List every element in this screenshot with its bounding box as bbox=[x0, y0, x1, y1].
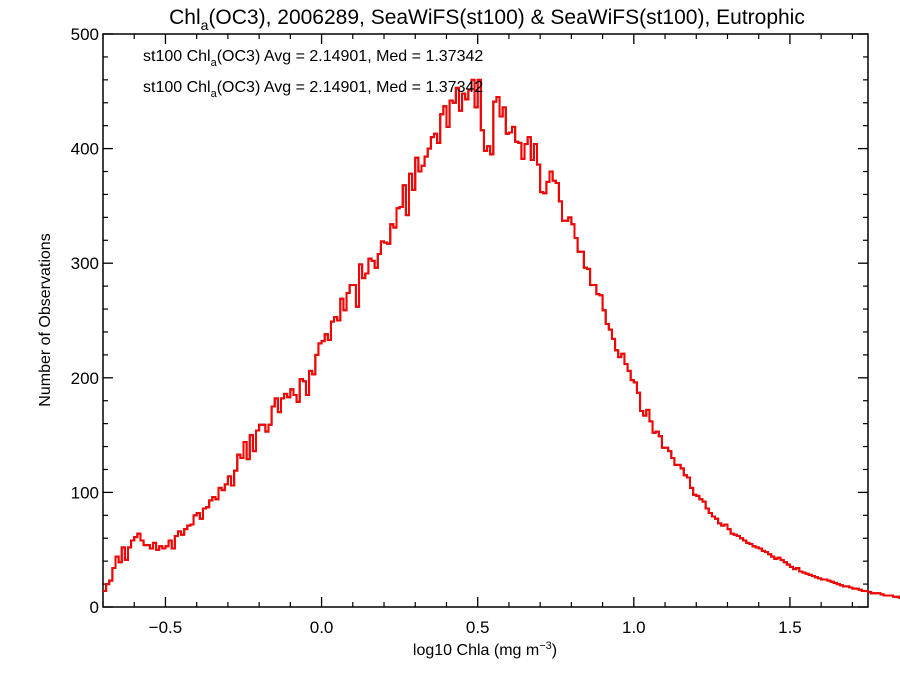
y-tick-label: 400 bbox=[71, 140, 99, 159]
x-tick-label: 0.5 bbox=[466, 618, 490, 637]
x-tick-label: 1.5 bbox=[778, 618, 802, 637]
legend-entry-2: st100 Chla(OC3) Avg = 2.14901, Med = 1.3… bbox=[143, 79, 483, 100]
y-tick-label: 500 bbox=[71, 25, 99, 44]
histogram-series-1 bbox=[103, 78, 900, 599]
x-tick-label: 1.0 bbox=[622, 618, 646, 637]
y-tick-label: 100 bbox=[71, 483, 99, 502]
x-axis-label: log10 Chla (mg m−3) bbox=[413, 640, 557, 659]
plot-frame bbox=[102, 33, 869, 608]
y-tick-label: 300 bbox=[71, 254, 99, 273]
y-axis-label: Number of Observations bbox=[37, 233, 54, 406]
histogram-series bbox=[103, 78, 900, 599]
legend-entry-1: st100 Chla(OC3) Avg = 2.14901, Med = 1.3… bbox=[143, 48, 483, 69]
histogram-series-2 bbox=[103, 78, 900, 599]
x-axis: −0.5 0.0 0.5 1.0 1.5 bbox=[102, 34, 853, 637]
x-tick-label: 0.0 bbox=[310, 618, 334, 637]
y-axis: 0 100 200 300 400 500 bbox=[71, 25, 868, 617]
y-tick-label: 0 bbox=[90, 598, 99, 617]
y-tick-label: 200 bbox=[71, 369, 99, 388]
chart-title: Chla(OC3), 2006289, SeaWiFS(st100) & Sea… bbox=[169, 6, 805, 33]
x-tick-label: −0.5 bbox=[149, 618, 183, 637]
